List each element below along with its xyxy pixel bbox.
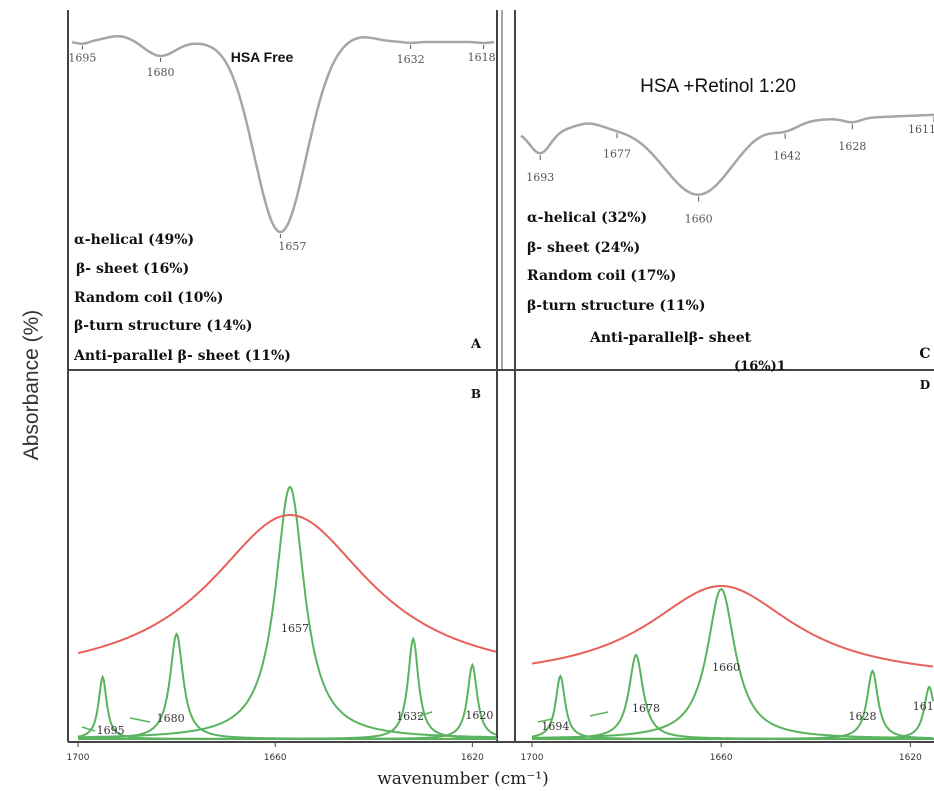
component-leader-d-0 (537, 718, 553, 723)
composition-a-2: Random coil (10%) (74, 290, 223, 306)
composition-c-3: β-turn structure (11%) (527, 298, 705, 314)
peak-label-c-5: 1611 (908, 123, 934, 136)
component-label-d-1: 1678 (632, 702, 660, 715)
composition-c-1: β- sheet (24%) (527, 240, 640, 256)
x-tick-label-b-1: 1660 (264, 753, 287, 763)
component-label-b-1: 1680 (157, 712, 185, 725)
component-label-b-3: 1632 (396, 710, 424, 723)
peak-label-c-1: 1677 (603, 147, 631, 160)
peak-label-c-4: 1628 (838, 140, 866, 153)
x-tick-label-d-2: 1620 (899, 753, 922, 763)
component-label-b-4: 1620 (465, 709, 493, 722)
composition-a-0: α-helical (49%) (74, 232, 194, 248)
component-band-b-1 (78, 632, 496, 740)
spectrum-a (71, 34, 495, 234)
component-label-b-2: 1657 (281, 622, 309, 635)
panel-c-title: HSA +Retinol 1:20 (640, 76, 796, 97)
x-tick-label-b-0: 1700 (67, 753, 90, 763)
peak-label-a-3: 1632 (397, 53, 425, 66)
peak-label-a-4: 1618 (468, 51, 496, 64)
y-axis-label: Absorbance (%) (20, 310, 43, 461)
composition-c-4: Anti-parallelβ- sheet (589, 330, 752, 346)
panel-b: 1695 1680 1657 1632 1620 1700 1660 1620 B (67, 387, 497, 763)
x-tick-label-b-2: 1620 (461, 753, 484, 763)
component-label-d-4: 161 (913, 700, 934, 713)
peak-label-c-2: 1660 (685, 213, 713, 226)
composition-c: α-helical (32%) β- sheet (24%) Random co… (527, 210, 786, 374)
component-leader-b-4 (417, 711, 433, 717)
peak-label-c-3: 1642 (773, 150, 801, 163)
spectrum-c (520, 113, 934, 196)
composition-a: α-helical (49%) β- sheet (16%) Random co… (73, 232, 291, 364)
peak-label-a-1: 1680 (147, 66, 175, 79)
component-band-b-3 (78, 636, 496, 740)
x-axis-label: wavenumber (cm⁻¹) (377, 769, 549, 789)
component-band-d-2 (532, 587, 934, 739)
peak-label-a-2: 1657 (278, 240, 306, 253)
panel-d-letter: D (920, 378, 930, 392)
panel-d: 1694 1678 1660 1628 161 1700 1660 1620 D (521, 378, 934, 763)
panel-c-letter: C (919, 346, 930, 362)
peak-label-a-0: 1695 (68, 52, 96, 65)
envelope-b (77, 514, 497, 655)
envelope-d (531, 585, 934, 668)
panel-c: HSA +Retinol 1:20 1693 1677 1660 1642 1628 16… (520, 76, 934, 374)
component-band-b-4 (78, 662, 497, 740)
component-label-b-0: 1695 (97, 724, 125, 737)
component-leader-b-0 (81, 726, 96, 732)
composition-a-1: β- sheet (16%) (76, 261, 189, 277)
composition-c-4b: (16%)1 (734, 359, 786, 374)
composition-c-2: Random coil (17%) (527, 268, 676, 284)
component-label-d-0: 1694 (541, 720, 569, 733)
composition-a-3: β-turn structure (14%) (74, 318, 252, 334)
x-tick-label-d-0: 1700 (521, 753, 544, 763)
component-label-d-3: 1628 (849, 710, 877, 723)
composition-a-4: Anti-parallel β- sheet (11%) (73, 348, 291, 364)
component-leader-d-1 (589, 711, 609, 717)
component-leader-b-1 (129, 717, 151, 723)
x-tick-label-d-1: 1660 (710, 753, 733, 763)
component-label-d-2: 1660 (712, 661, 740, 674)
panel-a-title: HSA Free (231, 49, 294, 65)
composition-c-0: α-helical (32%) (527, 210, 647, 226)
panel-a: HSA Free 1695 1680 1657 1632 1618 α-helical … (68, 34, 496, 364)
panel-b-letter: B (471, 387, 481, 401)
component-band-b-2 (78, 485, 496, 739)
component-band-d-0 (531, 673, 934, 740)
peak-label-c-0: 1693 (526, 171, 554, 184)
panel-frames (67, 10, 934, 743)
component-band-d-3 (532, 669, 934, 740)
panel-a-letter: A (470, 337, 482, 352)
